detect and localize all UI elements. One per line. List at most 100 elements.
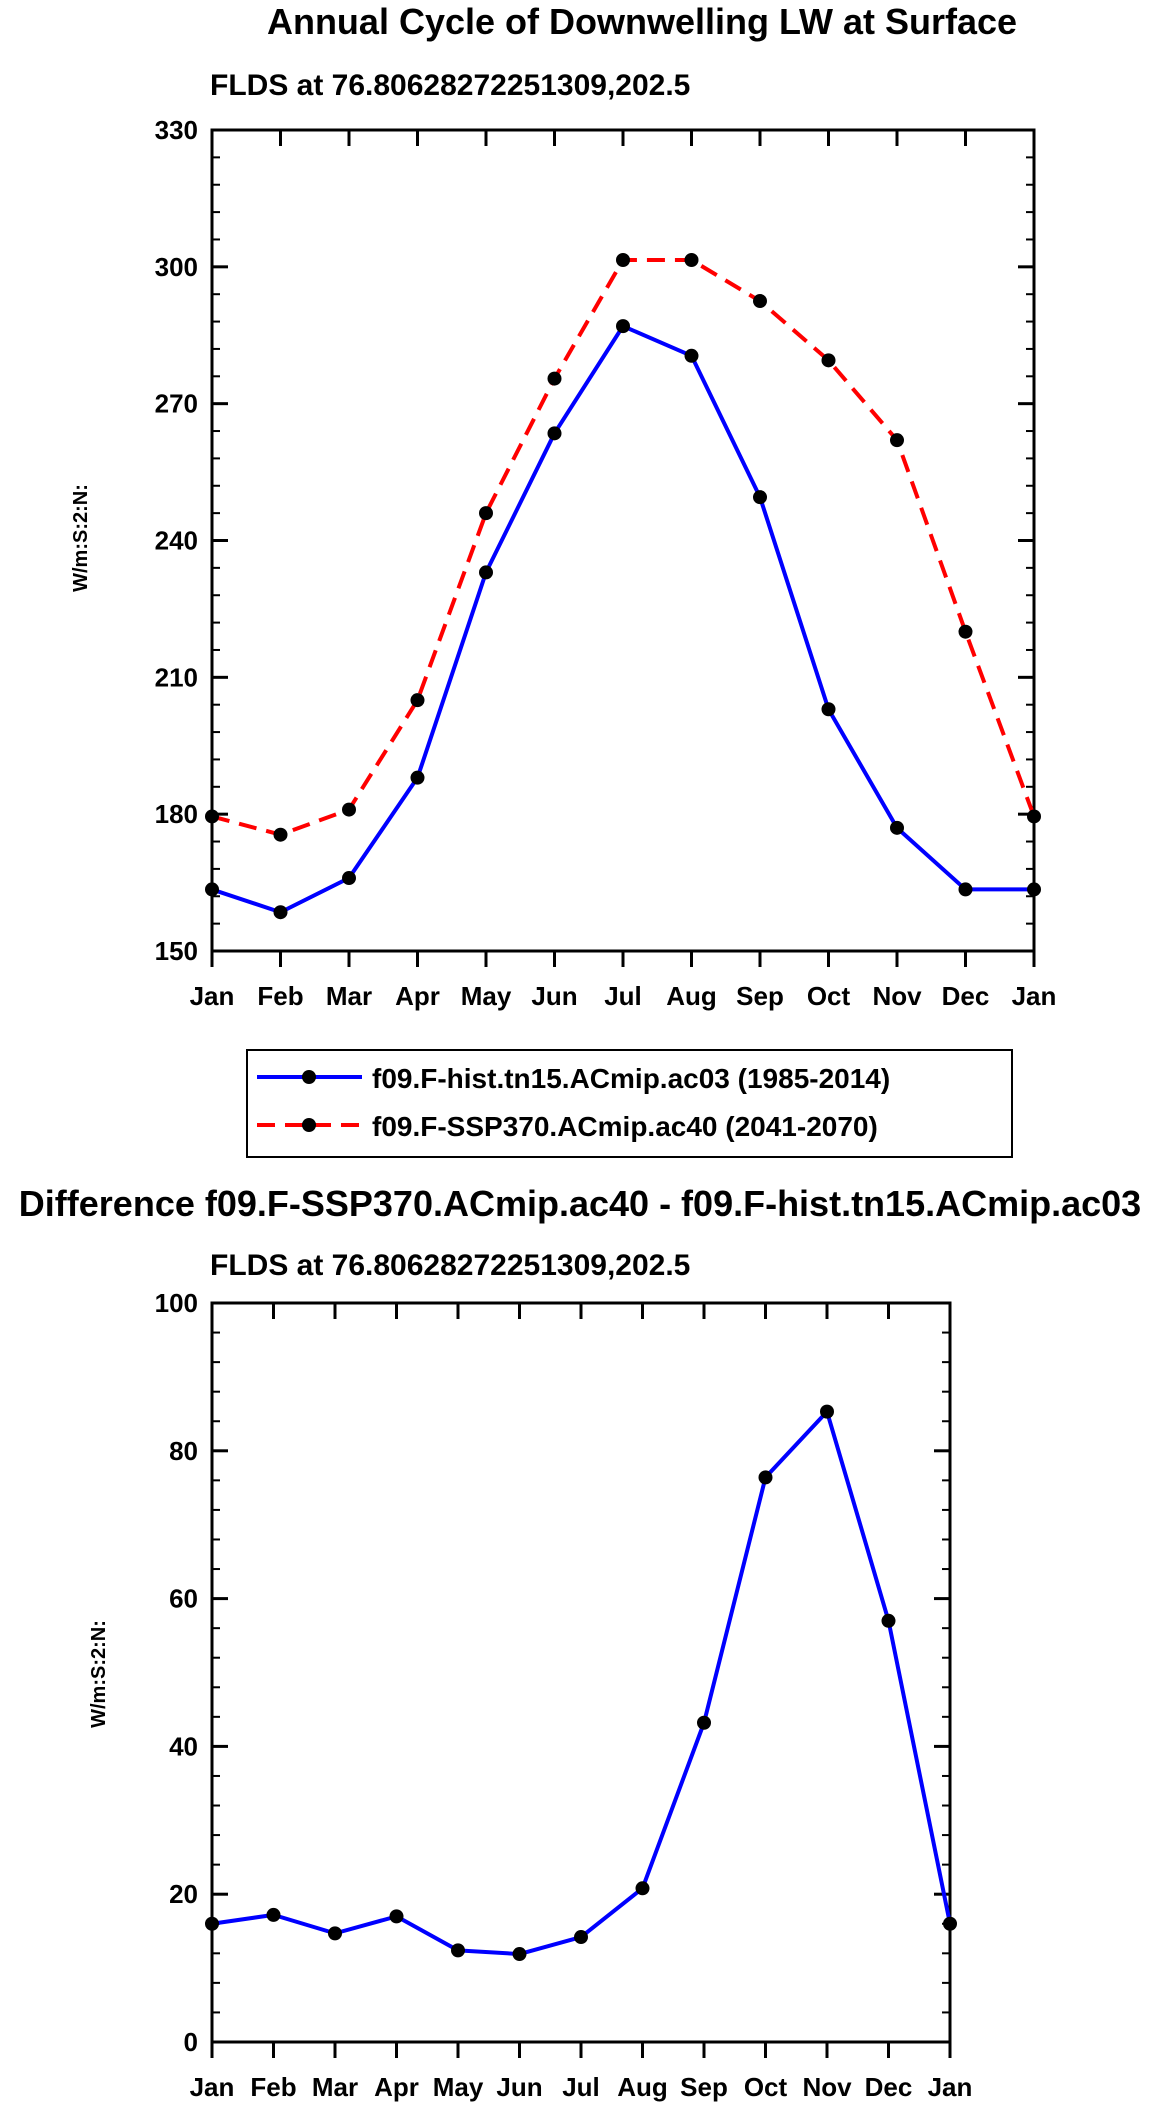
chart2-x-tick-label: Dec xyxy=(865,2072,913,2102)
chart2-y-tick-label: 100 xyxy=(155,1288,198,1318)
chart2-x-tick-label: Oct xyxy=(744,2072,788,2102)
chart-difference: Difference f09.F-SSP370.ACmip.ac40 - f09… xyxy=(19,1183,1141,2102)
chart1-series-1-point xyxy=(547,371,562,386)
chart1-x-tick-label: May xyxy=(461,981,512,1011)
chart2-series-0-point xyxy=(512,1947,527,1962)
chart1-series-0-point xyxy=(821,702,836,717)
chart2-x-tick-label: Sep xyxy=(680,2072,728,2102)
chart2-y-tick-label: 0 xyxy=(184,2027,198,2057)
chart1-series-layer xyxy=(205,252,1041,920)
chart2-x-tick-label: Feb xyxy=(250,2072,296,2102)
chart1-series-0-point xyxy=(684,348,699,363)
chart1-series-0-point xyxy=(342,871,356,886)
chart1-series-line-1 xyxy=(211,257,1036,837)
chart1-y-tick-label: 270 xyxy=(155,389,198,419)
chart1-x-tick-label: Aug xyxy=(666,981,717,1011)
chart2-series-0-point xyxy=(697,1715,711,1730)
chart2-series-0-point xyxy=(266,1907,281,1922)
chart2-x-tick-label: Jan xyxy=(190,2072,235,2102)
chart1-series-1-point xyxy=(684,252,699,267)
chart2-series-0-point xyxy=(389,1909,404,1924)
chart1-series-1-point xyxy=(753,294,767,309)
chart1-series-1-point xyxy=(616,252,630,267)
chart2-series-line-0 xyxy=(211,1409,952,1957)
chart2-title: Difference f09.F-SSP370.ACmip.ac40 - f09… xyxy=(19,1183,1141,1224)
chart1-series-0-point xyxy=(479,565,493,580)
chart1-x-tick-label: Sep xyxy=(736,981,784,1011)
chart2-series-0-point xyxy=(943,1916,957,1931)
legend-box xyxy=(246,1049,1013,1158)
chart2-y-tick-label: 80 xyxy=(169,1436,198,1466)
chart1-series-0-point xyxy=(890,820,904,835)
chart1-series-1-point xyxy=(410,693,425,708)
chart1-x-tick-label: Dec xyxy=(942,981,990,1011)
chart2-series-0-point xyxy=(758,1470,773,1485)
chart2-y-tick-label: 40 xyxy=(169,1731,198,1761)
chart-annual-cycle: Annual Cycle of Downwelling LW at Surfac… xyxy=(70,1,1057,1158)
legend-hist-label: f09.F-hist.tn15.ACmip.ac03 (1985-2014) xyxy=(372,1063,890,1094)
chart1-x-tick-label: Jan xyxy=(1012,981,1057,1011)
chart1-x-tick-label: Oct xyxy=(807,981,851,1011)
legend-ssp-label: f09.F-SSP370.ACmip.ac40 (2041-2070) xyxy=(372,1111,878,1142)
chart1-series-1-point xyxy=(890,433,904,448)
legend-hist-marker xyxy=(302,1070,316,1084)
chart1-x-tick-label: Jul xyxy=(604,981,642,1011)
chart2-series-0-point xyxy=(881,1613,896,1628)
chart1-x-tick-label: Nov xyxy=(872,981,922,1011)
chart2-series-0-point xyxy=(328,1926,342,1941)
chart1-y-axis-label: W/m:S:2:N: xyxy=(70,484,92,592)
chart2-series-0-point xyxy=(451,1943,465,1958)
chart1-y-tick-label: 210 xyxy=(155,662,198,692)
chart2-y-tick-label: 20 xyxy=(169,1879,198,1909)
chart1-x-tick-label: Jun xyxy=(531,981,577,1011)
chart2-x-tick-label: Jun xyxy=(496,2072,542,2102)
chart1-series-0-point xyxy=(410,770,425,785)
chart2-y-axis-label: W/m:S:2:N: xyxy=(88,1620,110,1728)
chart1-x-tick-label: Feb xyxy=(257,981,303,1011)
chart1-y-tick-label: 240 xyxy=(155,526,198,556)
chart1-series-1-point xyxy=(479,506,493,521)
chart1-series-0-point xyxy=(958,882,973,897)
chart1-series-0-point xyxy=(753,490,767,505)
chart2-series-0-point xyxy=(574,1930,588,1945)
chart2-x-tick-label: Mar xyxy=(312,2072,358,2102)
chart1-title: Annual Cycle of Downwelling LW at Surfac… xyxy=(267,1,1017,42)
chart1-series-0-point xyxy=(273,905,288,920)
chart2-series-0-point xyxy=(635,1881,650,1896)
chart1-series-1-point xyxy=(958,624,973,639)
chart1-series-1-point xyxy=(205,809,219,824)
chart2-y-tick-label: 60 xyxy=(169,1584,198,1614)
chart2-x-tick-label: May xyxy=(433,2072,484,2102)
chart1-y-tick-label: 330 xyxy=(155,115,198,145)
chart2-x-tick-label: Apr xyxy=(374,2072,419,2102)
chart1-x-tick-label: Apr xyxy=(395,981,440,1011)
chart2-x-tick-label: Aug xyxy=(617,2072,668,2102)
chart1-axes: 150 180 210 240 270 300 330 Jan Feb Mar Apr May Jun J… xyxy=(155,115,1057,1011)
chart1-series-1-point xyxy=(1027,809,1041,824)
chart1-series-0-point xyxy=(205,882,219,897)
chart2-x-tick-label: Nov xyxy=(802,2072,852,2102)
legend-ssp-marker xyxy=(302,1118,316,1132)
chart1-series-1-point xyxy=(821,353,836,368)
chart1-legend: f09.F-hist.tn15.ACmip.ac03 (1985-2014) f… xyxy=(246,1049,1013,1158)
chart1-y-tick-label: 150 xyxy=(155,936,198,966)
chart1-series-0-point xyxy=(616,319,630,334)
chart1-series-1-point xyxy=(342,802,356,817)
chart2-x-tick-label: Jan xyxy=(928,2072,973,2102)
chart1-x-tick-label: Mar xyxy=(326,981,372,1011)
chart1-y-tick-label: 300 xyxy=(155,252,198,282)
chart1-series-1-point xyxy=(273,827,288,842)
chart2-series-0-point xyxy=(820,1404,834,1419)
chart2-series-layer xyxy=(205,1404,957,1962)
chart2-axes: 0 20 40 60 80 100 Jan Feb Mar Apr May Jun Jul Aug Sep O… xyxy=(155,1288,973,2102)
chart1-x-tick-label: Jan xyxy=(190,981,235,1011)
chart1-series-0-point xyxy=(547,426,562,441)
chart1-y-tick-label: 180 xyxy=(155,799,198,829)
chart2-x-tick-label: Jul xyxy=(562,2072,600,2102)
chart2-series-0-point xyxy=(205,1916,219,1931)
chart1-subtitle: FLDS at 76.80628272251309,202.5 xyxy=(210,69,690,102)
chart1-series-line-0 xyxy=(211,324,1034,915)
chart1-series-0-point xyxy=(1027,882,1041,897)
chart2-subtitle: FLDS at 76.80628272251309,202.5 xyxy=(210,1249,690,1282)
